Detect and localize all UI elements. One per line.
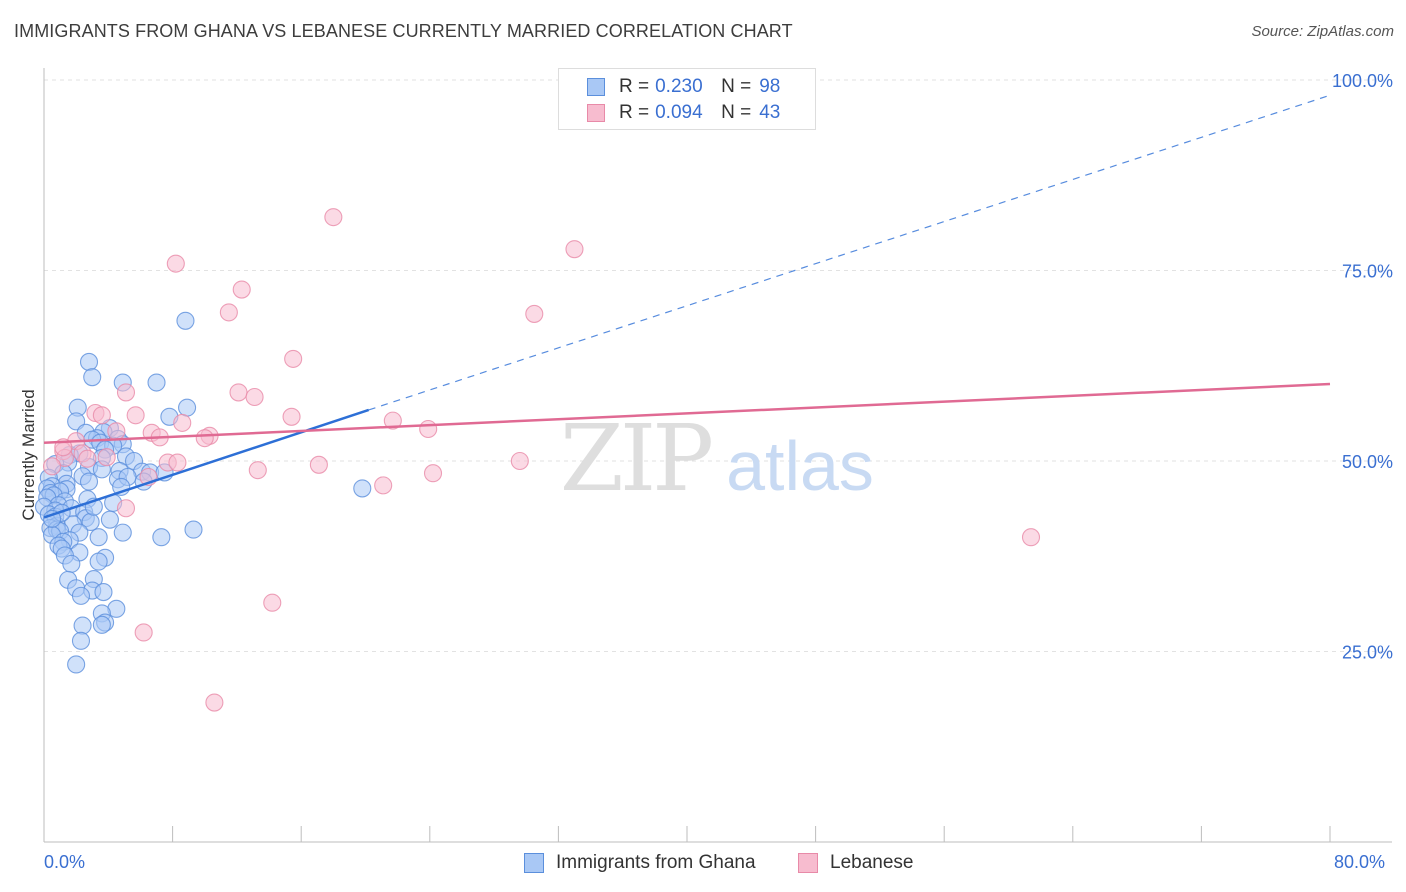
x-tick-label-max: 80.0% — [1334, 852, 1386, 872]
data-point-ghana — [71, 586, 91, 605]
data-point-lebanese — [195, 429, 214, 448]
data-point-lebanese — [324, 208, 343, 227]
data-point-ghana — [178, 398, 197, 417]
legend-n-value-ghana: 98 — [759, 76, 781, 97]
legend-n-label: N = — [721, 102, 752, 123]
data-point-lebanese — [205, 693, 224, 712]
legend-item-ghana[interactable]: Immigrants from Ghana — [524, 852, 756, 874]
data-point-lebanese — [78, 449, 97, 468]
data-point-lebanese — [116, 499, 136, 518]
data-point-ghana — [92, 615, 111, 634]
data-point-ghana — [73, 616, 92, 635]
grid-lines — [44, 79, 1392, 652]
data-point-lebanese — [309, 455, 328, 474]
legend-swatch-lebanese — [798, 853, 818, 873]
data-point-lebanese — [219, 303, 238, 322]
data-point-ghana — [42, 509, 62, 528]
legend-item-lebanese[interactable]: Lebanese — [798, 852, 913, 874]
data-point-ghana — [113, 523, 132, 542]
y-tick-label: 50.0% — [1342, 452, 1393, 472]
trend-line-ghana-extrapolated — [368, 94, 1331, 411]
axes — [43, 68, 1392, 843]
legend-swatch-ghana — [524, 853, 544, 873]
data-point-ghana — [147, 373, 166, 392]
watermark-zip: ZIP — [560, 405, 711, 512]
x-tick-label-min: 0.0% — [44, 852, 86, 872]
legend-swatch-lebanese — [587, 104, 605, 122]
source-label: Source: ZipAtlas.com — [1251, 23, 1394, 40]
data-point-lebanese — [173, 413, 192, 432]
data-point-ghana — [94, 583, 113, 602]
data-point-lebanese — [423, 464, 443, 483]
trend-line-ghana — [43, 408, 370, 519]
data-point-ghana — [89, 528, 108, 547]
data-point-lebanese — [374, 476, 393, 495]
series-ghana-points — [34, 311, 372, 674]
data-point-lebanese — [282, 407, 301, 426]
legend-row-ghana: R = 0.230 N = 98 — [587, 75, 780, 99]
series-legend: Immigrants from Ghana Lebanese — [0, 852, 1406, 876]
data-point-ghana — [83, 368, 102, 387]
data-point-lebanese — [383, 411, 402, 430]
data-point-ghana — [176, 311, 195, 330]
data-point-lebanese — [525, 304, 544, 323]
data-point-ghana — [71, 631, 91, 650]
legend-r-label: R = — [619, 76, 650, 97]
legend-row-lebanese: R = 0.094 N = 43 — [587, 101, 780, 125]
y-tick-label: 25.0% — [1342, 643, 1393, 663]
y-tick-label: 100.0% — [1332, 71, 1393, 91]
data-point-lebanese — [284, 349, 303, 368]
trend-line-lebanese — [43, 382, 1331, 444]
data-point-lebanese — [126, 406, 145, 425]
legend-r-value-lebanese: 0.094 — [655, 102, 703, 123]
data-point-lebanese — [232, 280, 251, 299]
data-point-lebanese — [92, 406, 111, 425]
data-point-lebanese — [1021, 528, 1041, 547]
legend-n-label: N = — [721, 76, 752, 97]
data-point-lebanese — [42, 457, 62, 476]
y-tick-labels: 25.0% 50.0% 75.0% 100.0% — [1332, 71, 1393, 663]
data-point-lebanese — [263, 593, 282, 612]
data-point-lebanese — [116, 383, 136, 402]
data-point-lebanese — [134, 623, 153, 642]
data-point-ghana — [79, 352, 99, 371]
data-point-lebanese — [229, 383, 248, 402]
legend-r-value-ghana: 0.230 — [655, 76, 703, 97]
legend-n-value-lebanese: 43 — [759, 102, 781, 123]
data-point-ghana — [62, 554, 81, 573]
data-point-ghana — [79, 472, 99, 491]
chart-title: IMMIGRANTS FROM GHANA VS LEBANESE CURREN… — [14, 21, 793, 41]
y-axis-title: Currently Married — [19, 389, 38, 521]
watermark-atlas: atlas — [726, 427, 874, 505]
data-point-ghana — [353, 479, 372, 498]
trend-lines — [43, 94, 1331, 519]
data-point-lebanese — [565, 240, 584, 259]
series-lebanese-points — [42, 208, 1041, 712]
data-point-lebanese — [245, 387, 264, 407]
legend-label-ghana: Immigrants from Ghana — [556, 852, 756, 873]
data-point-lebanese — [166, 254, 185, 273]
data-point-ghana — [89, 552, 108, 571]
data-point-lebanese — [419, 419, 438, 439]
data-point-ghana — [184, 520, 203, 539]
legend-label-lebanese: Lebanese — [830, 852, 914, 873]
data-point-ghana — [100, 510, 119, 529]
data-point-lebanese — [107, 422, 126, 441]
legend-r-label: R = — [619, 102, 650, 123]
data-point-ghana — [67, 655, 86, 674]
data-point-lebanese — [510, 451, 529, 471]
data-point-lebanese — [168, 453, 187, 472]
data-point-lebanese — [97, 448, 116, 467]
legend-swatch-ghana — [587, 78, 605, 96]
stats-legend: R = 0.230 N = 98 R = 0.094 N = 43 — [558, 68, 816, 130]
y-tick-label: 75.0% — [1342, 262, 1393, 282]
data-point-lebanese — [248, 461, 267, 480]
data-point-ghana — [152, 528, 171, 547]
